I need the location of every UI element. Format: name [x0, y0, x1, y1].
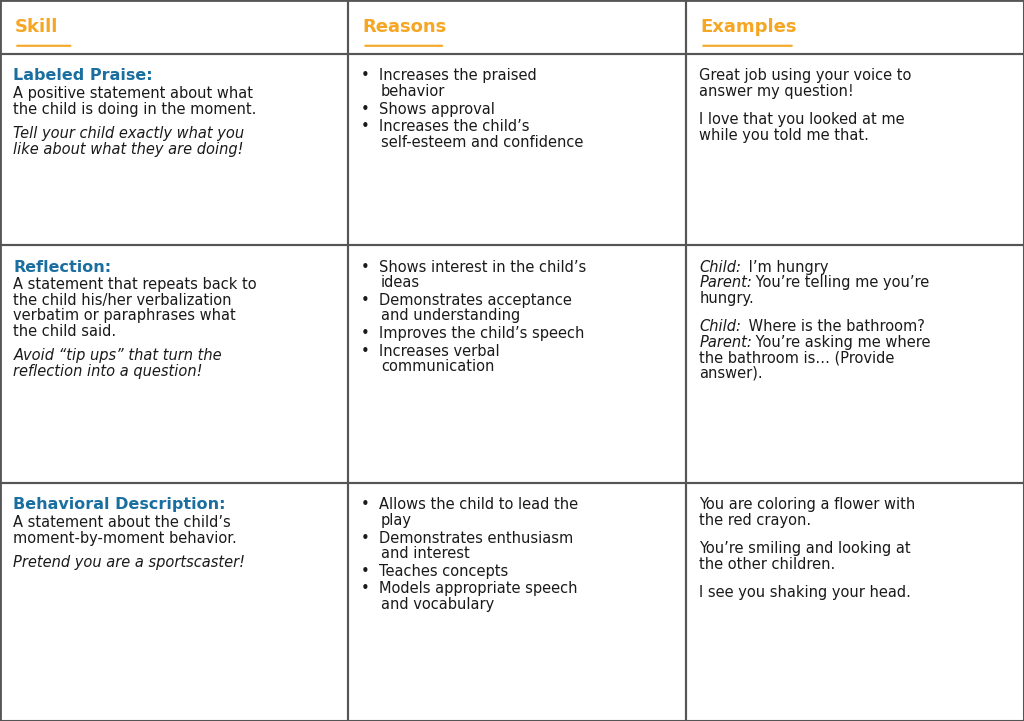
Text: reflection into a question!: reflection into a question! [13, 364, 203, 379]
Text: while you told me that.: while you told me that. [699, 128, 869, 143]
Text: answer my question!: answer my question! [699, 84, 854, 99]
Text: verbatim or paraphrases what: verbatim or paraphrases what [13, 309, 237, 324]
Text: the child said.: the child said. [13, 324, 117, 339]
Text: behavior: behavior [381, 84, 445, 99]
Bar [348, 483, 686, 721]
Text: self-esteem and confidence: self-esteem and confidence [381, 135, 584, 150]
Text: You’re smiling and looking at: You’re smiling and looking at [699, 541, 911, 557]
Text: and vocabulary: and vocabulary [381, 597, 495, 612]
Text: •  Allows the child to lead the: • Allows the child to lead the [361, 497, 579, 513]
Text: •  Models appropriate speech: • Models appropriate speech [361, 581, 578, 596]
Text: Labeled Praise:: Labeled Praise: [13, 68, 153, 84]
Text: A positive statement about what: A positive statement about what [13, 87, 253, 102]
Text: I’m hungry: I’m hungry [743, 260, 828, 275]
Bar [0, 483, 348, 721]
Text: hungry.: hungry. [699, 291, 754, 306]
Text: moment-by-moment behavior.: moment-by-moment behavior. [13, 531, 238, 546]
Text: Skill: Skill [14, 18, 57, 36]
Text: I see you shaking your head.: I see you shaking your head. [699, 585, 911, 601]
Text: Behavioral Description:: Behavioral Description: [13, 497, 226, 513]
Text: •  Improves the child’s speech: • Improves the child’s speech [361, 326, 585, 341]
Text: and interest: and interest [381, 547, 470, 561]
Bar [348, 54, 686, 245]
Text: •  Increases the praised: • Increases the praised [361, 68, 538, 84]
Text: •  Increases the child’s: • Increases the child’s [361, 119, 530, 134]
Text: •  Increases verbal: • Increases verbal [361, 343, 500, 358]
Text: Tell your child exactly what you: Tell your child exactly what you [13, 126, 245, 141]
Bar [0, 245, 348, 483]
Text: the other children.: the other children. [699, 557, 836, 572]
Text: and understanding: and understanding [381, 308, 520, 323]
Text: •  Demonstrates enthusiasm: • Demonstrates enthusiasm [361, 531, 573, 546]
Text: ideas: ideas [381, 275, 420, 290]
Text: •  Teaches concepts: • Teaches concepts [361, 564, 509, 579]
Text: play: play [381, 513, 412, 528]
Text: I love that you looked at me: I love that you looked at me [699, 112, 905, 128]
Bar [0, 0, 348, 54]
Bar [686, 245, 1024, 483]
Text: You’re telling me you’re: You’re telling me you’re [751, 275, 929, 290]
Text: You’re asking me where: You’re asking me where [751, 335, 931, 350]
Text: Parent:: Parent: [699, 275, 753, 290]
Text: communication: communication [381, 359, 495, 374]
Bar [0, 54, 348, 245]
Text: answer).: answer). [699, 366, 763, 381]
Text: like about what they are doing!: like about what they are doing! [13, 142, 244, 157]
Text: the bathroom is… (Provide: the bathroom is… (Provide [699, 350, 895, 365]
Text: Examples: Examples [700, 18, 797, 36]
Text: •  Demonstrates acceptance: • Demonstrates acceptance [361, 293, 572, 308]
Text: Child:: Child: [699, 260, 741, 275]
Bar [686, 54, 1024, 245]
Text: Reasons: Reasons [362, 18, 446, 36]
Bar [686, 0, 1024, 54]
Text: Parent:: Parent: [699, 335, 753, 350]
Text: A statement about the child’s: A statement about the child’s [13, 516, 231, 531]
Text: A statement that repeats back to: A statement that repeats back to [13, 278, 257, 293]
Text: •  Shows approval: • Shows approval [361, 102, 496, 117]
Bar [348, 0, 686, 54]
Text: Child:: Child: [699, 319, 741, 334]
Text: Pretend you are a sportscaster!: Pretend you are a sportscaster! [13, 555, 246, 570]
Text: Where is the bathroom?: Where is the bathroom? [743, 319, 925, 334]
Text: •  Shows interest in the child’s: • Shows interest in the child’s [361, 260, 587, 275]
Text: Great job using your voice to: Great job using your voice to [699, 68, 911, 84]
Text: the child is doing in the moment.: the child is doing in the moment. [13, 102, 257, 117]
Text: the red crayon.: the red crayon. [699, 513, 811, 528]
Text: You are coloring a flower with: You are coloring a flower with [699, 497, 915, 513]
Text: Reflection:: Reflection: [13, 260, 112, 275]
Bar [348, 245, 686, 483]
Text: Avoid “tip ups” that turn the: Avoid “tip ups” that turn the [13, 348, 222, 363]
Text: the child his/her verbalization: the child his/her verbalization [13, 293, 231, 308]
Bar [686, 483, 1024, 721]
